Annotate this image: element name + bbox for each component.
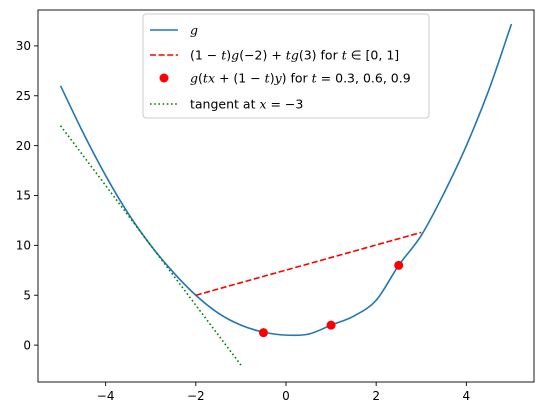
- legend-label-points: g(tx + (1 − t)y) for t = 0.3, 0.6, 0.9: [190, 71, 411, 86]
- x-tick-label: −4: [97, 389, 115, 403]
- y-tick-label: 15: [16, 189, 31, 203]
- ticks-layer: −4 −2 0 2 4 0 5 10 15 20 25 30: [16, 39, 470, 403]
- legend-label-g: g: [190, 23, 198, 38]
- x-tick-label: 0: [282, 389, 290, 403]
- legend-handle-points: [159, 73, 169, 83]
- legend-box: [142, 13, 430, 119]
- scatter-point: [394, 260, 404, 270]
- series-layer: [59, 23, 513, 366]
- y-tick-label: 5: [23, 288, 31, 302]
- scatter-point: [326, 320, 336, 330]
- scatter-point: [258, 328, 268, 338]
- series-line-chord: [195, 231, 422, 297]
- y-tick-label: 30: [16, 39, 31, 53]
- y-tick-label: 20: [16, 139, 31, 153]
- y-tick-label: 0: [23, 338, 31, 352]
- x-tick-label: −2: [187, 389, 205, 403]
- axes-frame: [37, 9, 535, 383]
- x-tick-label: 2: [372, 389, 380, 403]
- legend-label-tangent: tangent at x = −3: [190, 97, 303, 112]
- x-tick-label: 4: [463, 389, 471, 403]
- legend-label-chord: (1 − t)g(−2) + tg(3) for t ∈ [0, 1]: [190, 48, 399, 63]
- y-tick-label: 10: [16, 239, 31, 253]
- series-line-g: [59, 23, 513, 337]
- legend: g (1 − t)g(−2) + tg(3) for t ∈ [0, 1] g(…: [142, 13, 430, 119]
- y-tick-label: 25: [16, 89, 31, 103]
